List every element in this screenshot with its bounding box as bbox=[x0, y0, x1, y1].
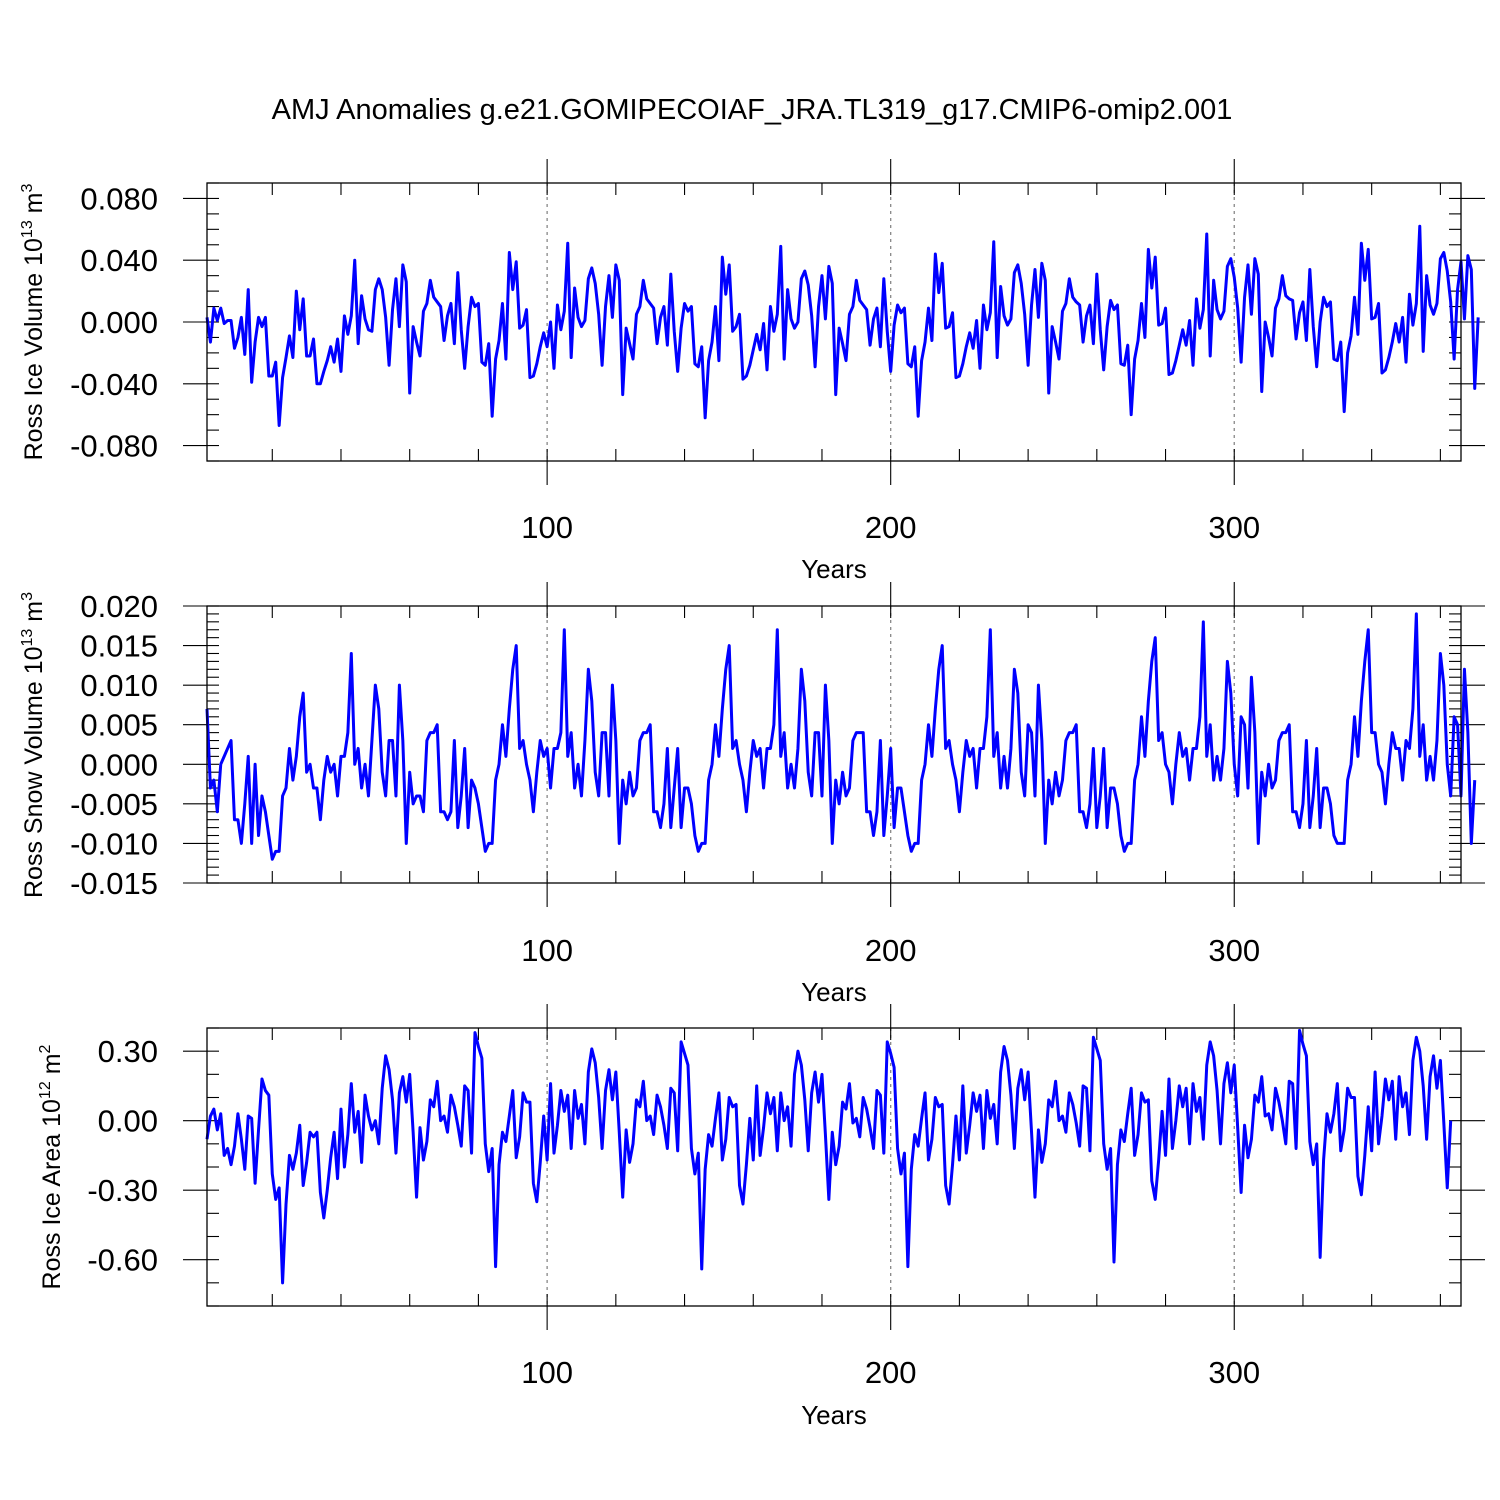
y-tick-label: 0.000 bbox=[80, 305, 158, 340]
y-axis-label-main: Ross Ice Area 10 bbox=[38, 1099, 66, 1289]
plot-frame bbox=[206, 605, 1462, 884]
y-tick-label: 0.015 bbox=[80, 629, 158, 664]
y-axis-label-exponent: 13 bbox=[19, 220, 36, 238]
y-axis-label-unit-exponent: 3 bbox=[19, 592, 36, 601]
y-tick-label: 0.000 bbox=[80, 747, 158, 782]
y-tick-label: -0.015 bbox=[70, 866, 158, 901]
y-axis-label-unit-exponent: 2 bbox=[37, 1044, 54, 1053]
x-tick-label: 300 bbox=[1208, 933, 1260, 968]
x-axis-label: Years bbox=[801, 977, 867, 1007]
y-tick-label: 0.00 bbox=[98, 1104, 158, 1139]
y-axis-label-unit: m bbox=[20, 601, 48, 629]
y-tick-label: 0.30 bbox=[98, 1034, 158, 1069]
y-tick-label: -0.040 bbox=[70, 367, 158, 402]
x-tick-label: 300 bbox=[1208, 510, 1260, 545]
y-tick-label: -0.60 bbox=[87, 1243, 158, 1278]
y-axis-label-unit: m bbox=[20, 192, 48, 220]
plot-frame bbox=[206, 1027, 1462, 1307]
x-tick-label: 200 bbox=[865, 933, 917, 968]
series-line-panel-2 bbox=[205, 612, 1477, 861]
y-tick-label: 0.040 bbox=[80, 243, 158, 278]
y-tick-label: 0.020 bbox=[80, 589, 158, 624]
y-axis-label-main: Ross Ice Volume 10 bbox=[20, 238, 48, 460]
plot-frame bbox=[206, 182, 1462, 462]
y-tick-label: -0.080 bbox=[70, 429, 158, 464]
y-tick-label: 0.080 bbox=[80, 181, 158, 216]
panel-2: 0.020 0.015 0.010 0.005 0.000 -0.005 -0.010 -0.… bbox=[19, 582, 1485, 1007]
y-axis-label: Ross Ice Volume 1013 m3 bbox=[19, 183, 48, 460]
y-tick-label: -0.30 bbox=[87, 1173, 158, 1208]
x-tick-label: 300 bbox=[1208, 1355, 1260, 1390]
panel-3: 0.30 0.00 -0.30 -0.60 100 200 300 Years Ross Ice… bbox=[37, 1004, 1485, 1430]
y-axis-label-exponent: 13 bbox=[19, 629, 36, 647]
y-axis-label: Ross Snow Volume 1013 m3 bbox=[19, 592, 48, 898]
y-tick-label: 0.005 bbox=[80, 708, 158, 743]
x-tick-label: 200 bbox=[865, 510, 917, 545]
y-tick-label: 0.010 bbox=[80, 668, 158, 703]
y-axis-label-unit: m bbox=[38, 1053, 66, 1081]
series-line-panel-1 bbox=[205, 224, 1480, 427]
y-tick-label: -0.010 bbox=[70, 826, 158, 861]
y-axis-label-unit-exponent: 3 bbox=[19, 183, 36, 192]
y-axis-label-exponent: 12 bbox=[37, 1081, 54, 1099]
series-line-panel-3 bbox=[205, 1028, 1453, 1285]
y-axis-label-main: Ross Snow Volume 10 bbox=[20, 646, 48, 898]
x-tick-label: 100 bbox=[521, 510, 573, 545]
y-tick-label: -0.005 bbox=[70, 787, 158, 822]
panel-1: 0.080 0.040 0.000 -0.040 -0.080 100 200 300 Year… bbox=[19, 159, 1485, 584]
x-axis-label: Years bbox=[801, 1400, 867, 1430]
x-tick-label: 100 bbox=[521, 933, 573, 968]
panels: 0.080 0.040 0.000 -0.040 -0.080 100 200 300 Year… bbox=[19, 159, 1485, 1430]
x-axis-label: Years bbox=[801, 554, 867, 584]
y-axis-label: Ross Ice Area 1012 m2 bbox=[37, 1044, 66, 1289]
chart-title: AMJ Anomalies g.e21.GOMIPECOIAF_JRA.TL31… bbox=[272, 94, 1233, 126]
x-tick-label: 100 bbox=[521, 1355, 573, 1390]
x-tick-label: 200 bbox=[865, 1355, 917, 1390]
